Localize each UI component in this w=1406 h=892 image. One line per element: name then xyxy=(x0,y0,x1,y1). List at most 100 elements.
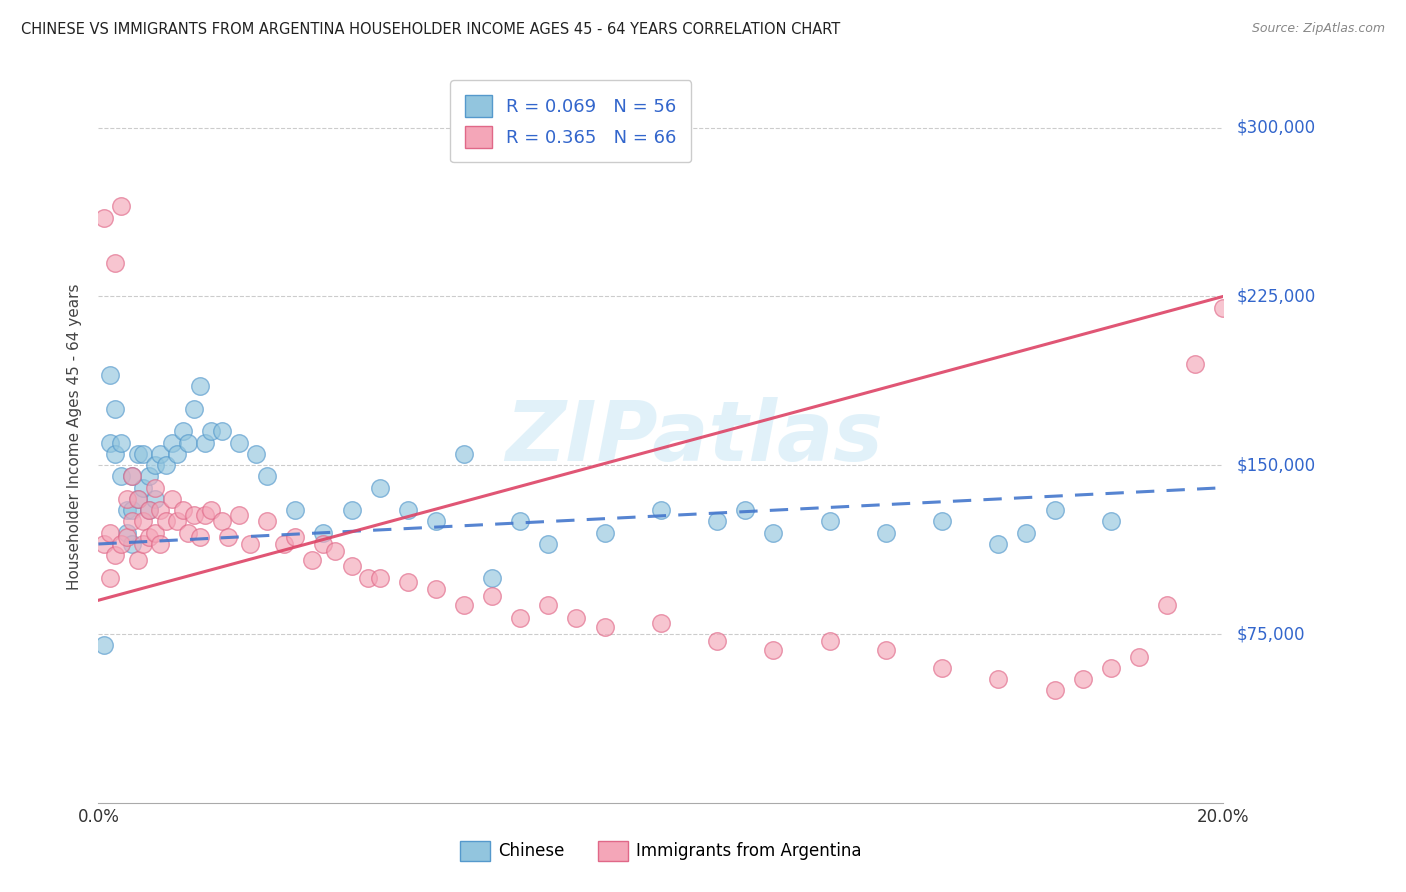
Point xyxy=(194,435,217,450)
Point xyxy=(110,435,132,450)
Point xyxy=(110,199,132,213)
Point xyxy=(1156,598,1178,612)
Point xyxy=(650,615,672,630)
Point xyxy=(121,503,143,517)
Point xyxy=(183,508,205,522)
Point xyxy=(104,401,127,416)
Point xyxy=(509,515,531,529)
Point xyxy=(98,525,121,540)
Point xyxy=(177,525,200,540)
Point xyxy=(200,425,222,439)
Point xyxy=(312,537,335,551)
Point xyxy=(368,571,391,585)
Point xyxy=(127,491,149,506)
Point xyxy=(396,575,419,590)
Point xyxy=(453,447,475,461)
Point xyxy=(138,530,160,544)
Point xyxy=(481,571,503,585)
Point xyxy=(132,447,155,461)
Point xyxy=(425,515,447,529)
Point xyxy=(396,503,419,517)
Point xyxy=(127,553,149,567)
Text: CHINESE VS IMMIGRANTS FROM ARGENTINA HOUSEHOLDER INCOME AGES 45 - 64 YEARS CORRE: CHINESE VS IMMIGRANTS FROM ARGENTINA HOU… xyxy=(21,22,841,37)
Point xyxy=(1184,357,1206,371)
Point xyxy=(1071,672,1094,686)
Point xyxy=(256,469,278,483)
Point xyxy=(104,447,127,461)
Point xyxy=(211,515,233,529)
Point xyxy=(104,255,127,269)
Y-axis label: Householder Income Ages 45 - 64 years: Householder Income Ages 45 - 64 years xyxy=(67,284,83,591)
Point xyxy=(762,642,785,657)
Point xyxy=(115,530,138,544)
Point xyxy=(323,543,346,558)
Point xyxy=(481,589,503,603)
Point xyxy=(565,611,588,625)
Point xyxy=(706,633,728,648)
Point xyxy=(987,537,1010,551)
Point xyxy=(284,503,307,517)
Point xyxy=(121,515,143,529)
Point xyxy=(132,537,155,551)
Point xyxy=(160,491,183,506)
Point xyxy=(188,379,211,393)
Text: $75,000: $75,000 xyxy=(1237,625,1306,643)
Point xyxy=(138,469,160,483)
Point xyxy=(537,598,560,612)
Point xyxy=(593,525,616,540)
Point xyxy=(143,481,166,495)
Point xyxy=(149,537,172,551)
Point xyxy=(172,503,194,517)
Point xyxy=(875,525,897,540)
Text: Source: ZipAtlas.com: Source: ZipAtlas.com xyxy=(1251,22,1385,36)
Point xyxy=(93,537,115,551)
Point xyxy=(127,491,149,506)
Point xyxy=(228,435,250,450)
Point xyxy=(239,537,262,551)
Point xyxy=(1099,515,1122,529)
Point xyxy=(368,481,391,495)
Point xyxy=(284,530,307,544)
Text: ZIPatlas: ZIPatlas xyxy=(506,397,883,477)
Point xyxy=(149,503,172,517)
Point xyxy=(245,447,267,461)
Point xyxy=(273,537,295,551)
Point xyxy=(818,633,841,648)
Point xyxy=(340,503,363,517)
Point xyxy=(1099,661,1122,675)
Point xyxy=(93,638,115,652)
Point xyxy=(509,611,531,625)
Point xyxy=(312,525,335,540)
Point xyxy=(138,503,160,517)
Point xyxy=(340,559,363,574)
Point xyxy=(987,672,1010,686)
Point xyxy=(1043,503,1066,517)
Point xyxy=(1015,525,1038,540)
Point xyxy=(143,525,166,540)
Point xyxy=(104,548,127,562)
Point xyxy=(132,481,155,495)
Point xyxy=(931,515,953,529)
Text: $225,000: $225,000 xyxy=(1237,287,1316,305)
Point xyxy=(425,582,447,596)
Legend: Chinese, Immigrants from Argentina: Chinese, Immigrants from Argentina xyxy=(453,834,869,868)
Point xyxy=(453,598,475,612)
Point xyxy=(98,435,121,450)
Point xyxy=(121,537,143,551)
Point xyxy=(357,571,380,585)
Point xyxy=(211,425,233,439)
Text: $150,000: $150,000 xyxy=(1237,456,1316,475)
Point xyxy=(931,661,953,675)
Point xyxy=(177,435,200,450)
Point xyxy=(160,435,183,450)
Point xyxy=(127,447,149,461)
Point xyxy=(734,503,756,517)
Point xyxy=(537,537,560,551)
Point xyxy=(183,401,205,416)
Text: $300,000: $300,000 xyxy=(1237,119,1316,136)
Point xyxy=(301,553,323,567)
Point xyxy=(217,530,239,544)
Point xyxy=(188,530,211,544)
Point xyxy=(149,447,172,461)
Point xyxy=(1212,301,1234,315)
